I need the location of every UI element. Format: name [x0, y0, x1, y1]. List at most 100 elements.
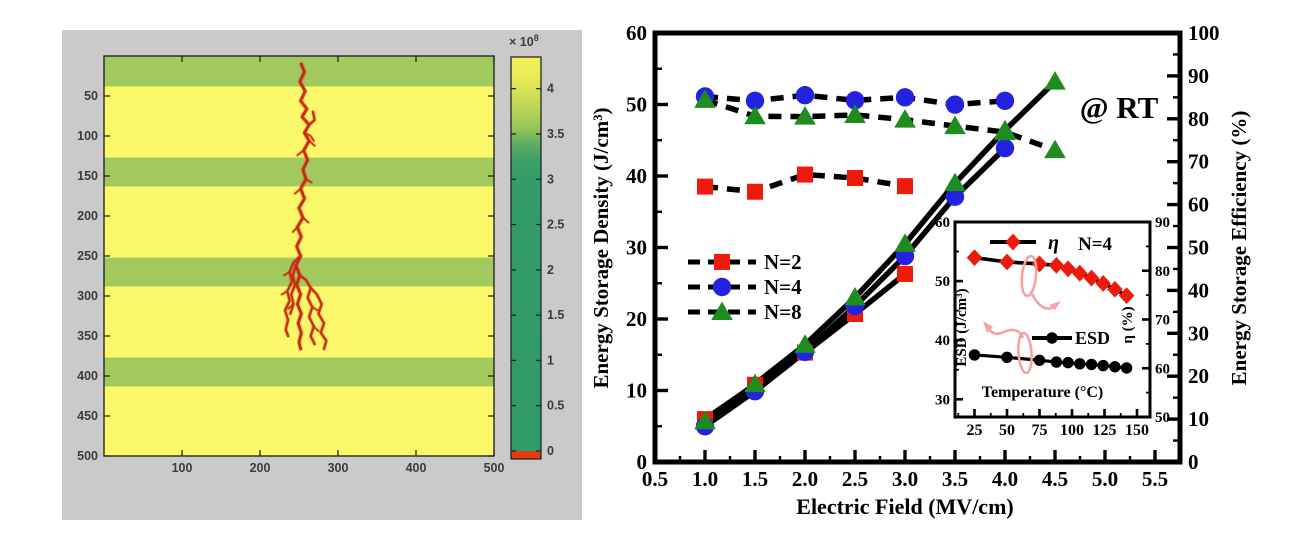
sim-y-tick-label: 150: [77, 169, 98, 183]
inset-chart: 25 50 75 100 125 150 30 40 50 60 50 60 70 80 90 ESD (J/…: [935, 215, 1170, 439]
colorbar: 0 0.5 1 1.5 2 2.5 3 3.5 4 × 108: [509, 33, 564, 460]
y-right-tick-label: 80: [1188, 107, 1209, 131]
sim-x-tick-label: 500: [484, 461, 505, 475]
inset-x-tick-label: 100: [1060, 422, 1084, 439]
inset-y-right-tick-label: 60: [1155, 361, 1170, 377]
sim-y-tick-label: 500: [77, 449, 98, 463]
sim-y-tick-label: 50: [84, 89, 98, 103]
sim-x-tick-label: 200: [250, 461, 271, 475]
inset-y-right-tick-label: 50: [1155, 410, 1170, 426]
sim-y-tick-label: 350: [77, 329, 98, 343]
y-left-tick-label: 30: [626, 236, 647, 260]
sim-x-tick-label: 400: [406, 461, 427, 475]
inset-legend-label-esd: ESD: [1075, 328, 1110, 348]
x-tick-label: 1.5: [742, 467, 768, 491]
x-tick-label: 1.0: [692, 467, 718, 491]
inset-y-right-tick-label: 90: [1155, 215, 1170, 231]
inset-y-right-tick-label: 80: [1155, 264, 1170, 280]
x-tick-label: 0.5: [642, 467, 668, 491]
y-left-tick-label: 20: [626, 307, 647, 331]
efficiency-markers-N=2: [697, 166, 913, 200]
y-left-tick-label: 40: [626, 164, 647, 188]
energy-storage-chart-panel: 0.5 1.0 1.5 2.0 2.5 3.0 3.5 4.0 4.5 5.0 5.5 0 10 20 30…: [592, 21, 1251, 519]
y-left-tick-label: 60: [626, 21, 647, 45]
main-x-axis-title: Electric Field (MV/cm): [796, 494, 1013, 519]
inset-x-tick-label: 125: [1093, 422, 1117, 439]
sim-x-tick-label: 100: [172, 461, 193, 475]
x-tick-label: 3.5: [942, 467, 968, 491]
inset-y-left-axis-title: ESD (J/cm³): [954, 288, 970, 366]
sim-x-tick-label: 300: [328, 461, 349, 475]
main-y-right-axis-title: Energy Storage Efficiency (%): [1227, 111, 1251, 386]
legend-label-N=2: N=2: [764, 250, 802, 274]
simulation-axes: 100 200 300 400 500 50 100 150 200 250 300 350 400 45…: [77, 56, 504, 475]
colorbar-tick-label: 3.5: [547, 127, 564, 141]
inset-x-tick-label: 25: [967, 422, 983, 439]
colorbar-tick-label: 0: [547, 444, 554, 458]
sim-y-tick-label: 450: [77, 409, 98, 423]
colorbar-tick-label: 3: [547, 172, 554, 186]
inset-y-left-tick-label: 50: [935, 274, 950, 290]
y-right-tick-label: 20: [1188, 364, 1209, 388]
inset-x-tick-label: 50: [999, 422, 1015, 439]
legend-label-N=4: N=4: [764, 275, 802, 299]
x-tick-label: 2.0: [792, 467, 818, 491]
sim-y-tick-label: 250: [77, 249, 98, 263]
y-right-tick-label: 70: [1188, 150, 1209, 174]
main-legend: N=2N=4N=8: [688, 250, 802, 324]
legend-label-N=8: N=8: [764, 300, 802, 324]
colorbar-multiplier-label: × 108: [509, 33, 539, 49]
y-right-tick-label: 50: [1188, 236, 1209, 260]
sim-y-tick-label: 300: [77, 289, 98, 303]
inset-y-left-tick-label: 40: [935, 333, 950, 349]
eta-highlight-ellipse: [1020, 254, 1038, 298]
efficiency-line-N=2: [704, 171, 906, 195]
y-right-tick-label: 0: [1188, 450, 1199, 474]
y-right-tick-label: 100: [1188, 21, 1220, 45]
y-right-tick-label: 30: [1188, 321, 1209, 345]
inset-y-right-tick-label: 70: [1155, 313, 1170, 329]
y-left-tick-label: 50: [626, 93, 647, 117]
colorbar-tick-label: 1: [547, 353, 554, 367]
inset-esd-line: [974, 353, 1127, 370]
y-right-tick-label: 90: [1188, 64, 1209, 88]
y-left-tick-label: 0: [637, 450, 648, 474]
main-tick-labels: 0.5 1.0 1.5 2.0 2.5 3.0 3.5 4.0 4.5 5.0 5.5 0 10 20 30…: [626, 21, 1220, 491]
x-tick-label: 2.5: [842, 467, 868, 491]
inset-x-tick-label: 150: [1125, 422, 1149, 439]
y-right-tick-label: 40: [1188, 278, 1209, 302]
inset-y-right-axis-title: η (%): [1120, 306, 1136, 343]
inset-legend: η N=4 ESD: [990, 232, 1113, 348]
inset-annotation-n4: N=4: [1078, 234, 1113, 255]
y-right-tick-label: 10: [1188, 407, 1209, 431]
x-tick-label: 5.0: [1092, 467, 1118, 491]
x-tick-label: 5.5: [1142, 467, 1168, 491]
pink-axis-pointers: [983, 254, 1061, 375]
colorbar-tick-label: 2.5: [547, 218, 564, 232]
sim-y-tick-label: 200: [77, 209, 98, 223]
inset-eta-line: [974, 255, 1128, 298]
x-tick-label: 4.5: [1042, 467, 1068, 491]
inset-y-left-tick-label: 30: [935, 392, 950, 408]
dielectric-layer-green: [104, 357, 494, 387]
simulation-plot-area: [103, 55, 495, 457]
colorbar-tick-label: 2: [547, 263, 554, 277]
sim-y-tick-label: 100: [77, 129, 98, 143]
esd-highlight-ellipse: [1017, 331, 1033, 375]
inset-x-tick-label: 75: [1032, 422, 1048, 439]
inset-esd-markers: [968, 349, 1133, 374]
colorbar-tick-label: 0.5: [547, 399, 564, 413]
sim-y-tick-label: 400: [77, 369, 98, 383]
efficiency-markers-N=8: [694, 89, 1066, 159]
inset-legend-label-eta: η: [1048, 232, 1059, 254]
main-y-left-axis-title: Energy Storage Density (J/cm³): [592, 108, 613, 389]
inset-x-axis-title: Temperature (°C): [982, 384, 1103, 401]
x-tick-label: 4.0: [992, 467, 1018, 491]
inset-y-left-tick-label: 60: [935, 215, 950, 231]
efficiency-markers-N=4: [695, 86, 1015, 114]
efficiency-line-N=8: [704, 97, 1056, 153]
main-plot-frame: [652, 30, 1183, 465]
rt-annotation: @ RT: [1080, 90, 1159, 125]
inset-eta-markers: [966, 249, 1135, 305]
